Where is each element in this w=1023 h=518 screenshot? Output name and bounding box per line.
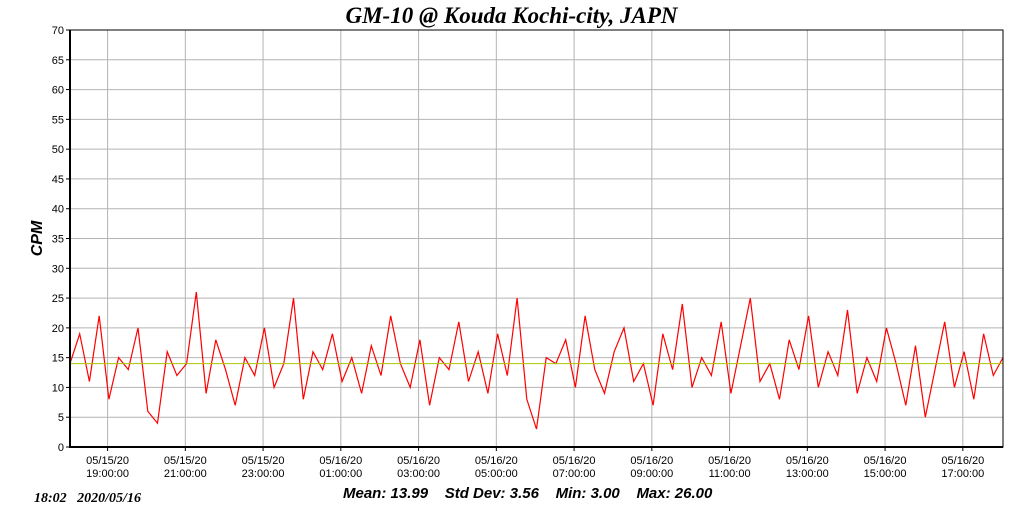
x-tick-label-time: 03:00:00 — [397, 468, 440, 480]
chart-title: GM-10 @ Kouda Kochi-city, JAPN — [345, 3, 678, 28]
y-tick-label: 25 — [52, 293, 64, 305]
x-tick-label-date: 05/16/20 — [319, 455, 362, 467]
y-tick-label: 60 — [52, 85, 64, 97]
x-tick-label-date: 05/16/20 — [864, 455, 907, 467]
x-tick-label-time: 05:00:00 — [475, 468, 518, 480]
y-tick-label: 65 — [52, 55, 64, 67]
y-tick-label: 45 — [52, 174, 64, 186]
x-tick-label-date: 05/16/20 — [475, 455, 518, 467]
x-tick-label-date: 05/15/20 — [86, 455, 129, 467]
y-tick-label: 10 — [52, 382, 64, 394]
x-tick-label-date: 05/16/20 — [786, 455, 829, 467]
y-axis-label: CPM — [29, 220, 46, 256]
x-tick-label-time: 01:00:00 — [319, 468, 362, 480]
x-tick-label-time: 17:00:00 — [941, 468, 984, 480]
y-tick-label: 35 — [52, 234, 64, 246]
y-tick-label: 0 — [58, 442, 64, 454]
x-tick-label-time: 23:00:00 — [242, 468, 285, 480]
x-tick-label-time: 21:00:00 — [164, 468, 207, 480]
y-tick-label: 55 — [52, 114, 64, 126]
y-tick-label: 20 — [52, 323, 64, 335]
x-tick-label-date: 05/16/20 — [553, 455, 596, 467]
x-tick-label-time: 07:00:00 — [553, 468, 596, 480]
y-tick-label: 15 — [52, 353, 64, 365]
y-tick-label: 5 — [58, 412, 64, 424]
y-tick-label: 30 — [52, 263, 64, 275]
y-tick-label: 40 — [52, 204, 64, 216]
x-tick-label-date: 05/16/20 — [630, 455, 673, 467]
x-tick-label-date: 05/16/20 — [941, 455, 984, 467]
y-tick-label: 50 — [52, 144, 64, 156]
x-tick-label-date: 05/16/20 — [708, 455, 751, 467]
timestamp: 18:02 2020/05/16 — [34, 491, 141, 506]
x-tick-label-time: 13:00:00 — [786, 468, 829, 480]
x-tick-label-time: 11:00:00 — [709, 468, 751, 480]
x-tick-label-date: 05/16/20 — [397, 455, 440, 467]
x-tick-label-date: 05/15/20 — [164, 455, 207, 467]
x-tick-label-time: 19:00:00 — [86, 468, 129, 480]
x-tick-label-time: 15:00:00 — [864, 468, 907, 480]
series-line — [69, 292, 1004, 430]
stats-summary: Mean: 13.99 Std Dev: 3.56 Min: 3.00 Max:… — [343, 485, 713, 502]
x-tick-label-time: 09:00:00 — [630, 468, 673, 480]
x-tick-label-date: 05/15/20 — [242, 455, 285, 467]
y-tick-label: 70 — [52, 25, 64, 37]
